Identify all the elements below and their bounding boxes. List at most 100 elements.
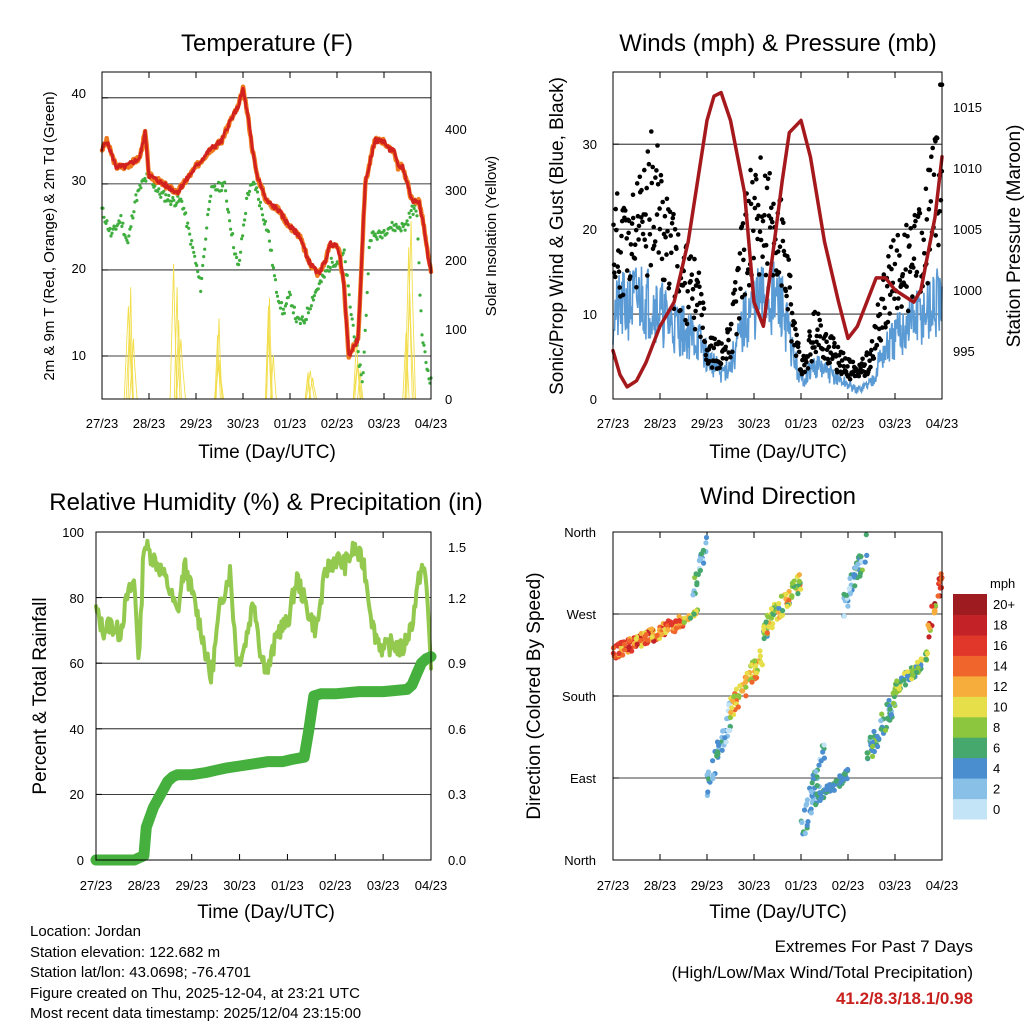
solar-trace	[352, 361, 363, 399]
direction-panel: Wind Direction North East South West Nor…	[524, 483, 1015, 923]
x-tick-label: 30/23	[738, 878, 771, 893]
gust-point	[862, 362, 867, 367]
direction-point	[681, 619, 687, 625]
gust-point	[636, 237, 641, 242]
gust-point	[894, 305, 900, 311]
dewpoint-point	[278, 306, 283, 310]
gust-point	[895, 232, 901, 238]
direction-point	[809, 780, 815, 786]
gust-point	[931, 172, 937, 177]
gust-point	[896, 296, 901, 301]
gust-point	[753, 172, 758, 178]
gust-point	[917, 210, 923, 216]
dewpoint-point	[287, 290, 291, 294]
direction-point	[879, 711, 885, 717]
precip-ytick-03: 0.3	[448, 787, 466, 802]
gust-point	[614, 227, 619, 233]
winds-plot-area	[611, 72, 945, 400]
gust-point	[780, 238, 786, 244]
direction-point	[902, 682, 909, 688]
colorbar-swatch	[953, 757, 987, 779]
gust-point	[763, 272, 769, 278]
direction-point	[634, 641, 640, 647]
gust-point	[614, 191, 620, 196]
dewpoint-point	[254, 186, 259, 190]
x-tick-label: 28/23	[644, 416, 677, 431]
gust-point	[814, 339, 819, 345]
dewpoint-point	[187, 226, 191, 230]
dewpoint-point	[365, 290, 369, 295]
gust-point	[767, 225, 773, 230]
gust-point	[775, 249, 781, 254]
solar-ytick-0: 0	[445, 392, 452, 407]
direction-point	[770, 621, 776, 627]
dewpoint-point	[186, 221, 190, 225]
dewpoint-point	[302, 321, 306, 325]
dewpoint-point	[407, 211, 411, 215]
dewpoint-point	[286, 295, 290, 299]
dewpoint-point	[234, 252, 238, 256]
gust-point	[632, 242, 638, 247]
gust-point	[719, 341, 724, 346]
dewpoint-point	[126, 241, 130, 245]
x-tick-label: 29/23	[180, 416, 213, 431]
gust-point	[726, 350, 732, 355]
gust-point	[616, 269, 622, 275]
direction-point	[725, 727, 731, 734]
temperature-frame	[101, 71, 432, 400]
dewpoint-point	[272, 274, 277, 278]
colorbar-swatch	[953, 634, 987, 656]
dewpoint-point	[300, 315, 304, 319]
x-tick-label: 01/23	[785, 878, 818, 893]
direction-point	[818, 790, 824, 796]
gust-point	[649, 180, 655, 186]
gust-point	[693, 308, 698, 314]
direction-point	[845, 766, 851, 773]
gust-point	[789, 339, 794, 344]
winds-right-axis-label: Station Pressure (Maroon)	[1004, 125, 1024, 348]
dewpoint-point	[292, 305, 296, 309]
direction-point	[838, 779, 844, 785]
gust-point	[682, 280, 688, 286]
x-tick-label: 03/23	[879, 878, 912, 893]
gust-point	[817, 317, 822, 323]
dewpoint-point	[221, 184, 225, 188]
gust-point	[785, 307, 791, 312]
dewpoint-point	[375, 237, 379, 241]
humidity-panel: Relative Humidity (%) & Precipitation (i…	[30, 489, 483, 923]
gust-point	[826, 344, 832, 350]
gust-point	[815, 311, 821, 317]
dewpoint-point	[235, 255, 239, 260]
gust-point	[905, 308, 911, 314]
direction-point	[852, 583, 858, 589]
dewpoint-point	[104, 221, 108, 225]
dewpoint-point	[411, 212, 415, 216]
gust-point	[629, 251, 635, 257]
direction-point	[697, 557, 703, 563]
info-location: Location: Jordan	[30, 923, 141, 940]
gust-point	[756, 272, 762, 277]
dewpoint-point	[422, 343, 426, 347]
dewpoint-point	[162, 189, 166, 193]
dewpoint-point	[223, 180, 227, 184]
dewpoint-point	[279, 301, 284, 305]
gust-point	[808, 352, 813, 357]
dewpoint-point	[394, 222, 398, 226]
gust-point	[762, 212, 767, 218]
gust-point	[662, 213, 668, 219]
gust-point	[913, 218, 918, 224]
dewpoint-point	[143, 176, 147, 181]
gust-point	[699, 291, 704, 297]
gust-point	[755, 236, 760, 242]
gust-point	[668, 233, 673, 238]
direction-point	[824, 783, 830, 789]
direction-point	[687, 615, 694, 621]
direction-point	[814, 783, 820, 789]
direction-point	[848, 590, 854, 597]
direction-point	[864, 755, 871, 761]
dewpoint-point	[328, 266, 332, 270]
direction-point	[821, 742, 827, 748]
direction-point	[808, 806, 814, 812]
temp-ytick-10: 10	[72, 348, 86, 363]
rh-ytick-40: 40	[70, 722, 84, 737]
